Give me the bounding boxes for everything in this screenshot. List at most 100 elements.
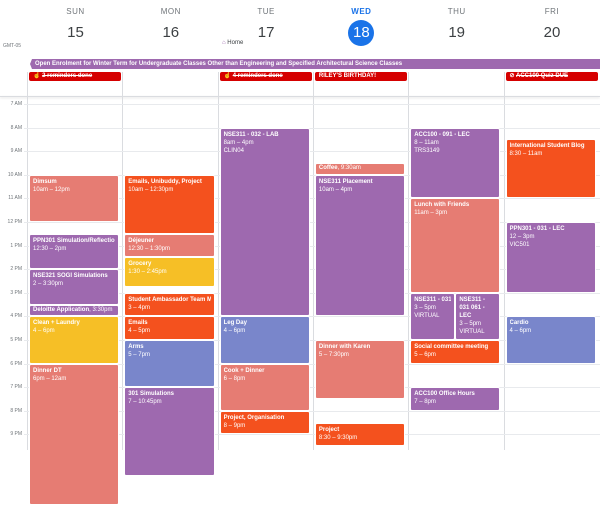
timezone-label: GMT-05 — [3, 43, 22, 49]
event-title: Dinner DT — [33, 367, 62, 374]
calendar-event[interactable]: Emails, Unibuddy, Project 10am – 12:30pm — [124, 174, 215, 234]
hour-gridline — [24, 316, 600, 318]
calendar-event[interactable]: NSE311 Placement 10am – 4pm — [314, 174, 406, 317]
all-day-separator — [0, 96, 600, 97]
all-day-event[interactable]: RILEY'S BIRTHDAY! — [314, 72, 407, 81]
event-title: Coffee — [318, 165, 338, 171]
all-day-event[interactable]: ☝ 2 reminders done — [29, 72, 121, 81]
day-number[interactable]: 18 — [348, 20, 375, 46]
calendar-event[interactable]: ACC100 Office Hours 7 – 8pm — [410, 387, 501, 411]
event-time: 8:30 – 9:30pm — [318, 434, 358, 441]
event-title: Deloitte Application — [33, 306, 90, 313]
day-name: MON — [160, 7, 181, 16]
day-number[interactable]: 16 — [162, 24, 180, 41]
calendar-event[interactable]: NSE311 - 032 - LAB 8am – 4pm CLIN04 — [219, 127, 310, 317]
day-header-wed[interactable]: WED 18 — [314, 0, 409, 46]
hour-label: 2 PM — [10, 266, 22, 273]
all-day-event-title: ACC100 Quiz DUE — [515, 73, 568, 79]
day-header-fri[interactable]: FRI 20 — [505, 0, 600, 46]
calendar-event[interactable]: Arms 5 – 7pm — [124, 340, 215, 388]
hour-gridline — [24, 269, 600, 271]
day-header-thu[interactable]: THU 19 — [409, 0, 504, 46]
event-time: 4 – 6pm — [223, 328, 246, 335]
calendar-event[interactable]: Dinner DT 6pm – 12am — [29, 363, 120, 505]
calendar-event[interactable]: Cook + Dinner 6 – 8pm — [219, 363, 310, 411]
calendar-event[interactable]: PPN301 Simulation/Reflection 12:30 – 2pm — [29, 233, 120, 270]
event-title: ACC100 Office Hours — [414, 391, 475, 398]
calendar-event[interactable]: Cardio 4 – 6pm — [505, 316, 596, 364]
hour-label: 9 PM — [10, 431, 22, 438]
calendar-event[interactable]: Deloitte Application, 3:30pm — [29, 304, 120, 317]
event-time: 4 – 6pm — [509, 328, 532, 335]
calendar-event[interactable]: 301 Simulations 7 – 10:45pm — [124, 387, 215, 476]
event-time: 12:30 – 1:30pm — [128, 245, 170, 252]
event-time: 6pm – 12am — [33, 375, 67, 382]
event-time: 10am – 4pm — [318, 186, 353, 193]
calendar-event[interactable]: Lunch with Friends 11am – 3pm — [410, 198, 501, 293]
day-name: WED — [351, 7, 372, 16]
event-time: 8am – 4pm — [223, 139, 254, 146]
calendar-event[interactable]: Dinner with Karen 5 – 7:30pm — [314, 340, 406, 399]
calendar-event[interactable]: Coffee, 9:30am — [314, 163, 406, 175]
calendar-event[interactable]: Dimsum 10am – 12pm — [29, 174, 120, 222]
calendar-event[interactable]: Project, Organisation 8 – 9pm — [219, 410, 310, 435]
calendar-event[interactable]: Déjeuner 12:30 – 1:30pm — [124, 233, 215, 258]
calendar-event[interactable]: Emails 4 – 5pm — [124, 316, 215, 340]
hour-label: 4 PM — [10, 313, 22, 320]
day-number[interactable]: 15 — [67, 24, 84, 41]
day-header-tue[interactable]: TUE 17 — [219, 0, 314, 46]
event-title: Dinner with Karen — [318, 344, 371, 350]
event-time: 4 – 5pm — [128, 328, 150, 335]
event-time: 4 – 6pm — [33, 328, 55, 335]
event-title: NSE311 - 032 - LAB — [223, 131, 279, 138]
hour-label: 7 AM — [10, 101, 22, 107]
all-day-event-title: RILEY'S BIRTHDAY! — [318, 73, 377, 79]
calendar-event[interactable]: NSE321 SOGI Simulations 2 – 3:30pm — [29, 269, 120, 305]
day-header-mon[interactable]: MON 16 — [123, 0, 218, 46]
hour-label: 10 AM — [7, 171, 22, 178]
day-divider — [217, 72, 219, 450]
day-number[interactable]: 19 — [448, 24, 466, 41]
calendar-event[interactable]: Project 8:30 – 9:30pm — [314, 422, 406, 447]
event-time: 8:30 – 11am — [509, 151, 543, 158]
calendar-event[interactable]: Clean + Laundry 4 – 6pm — [29, 316, 120, 364]
day-divider — [27, 72, 28, 450]
event-time: 3:30pm — [92, 306, 113, 313]
working-location-label: Home — [227, 40, 244, 46]
event-location: VIC501 — [509, 242, 530, 248]
hour-label: 9 AM — [10, 148, 22, 155]
all-day-event-title: 4 reminders done — [232, 73, 283, 79]
event-title: International Student Blog — [509, 143, 585, 150]
event-title: Grocery — [128, 261, 152, 268]
day-header-sun[interactable]: SUN 15 — [28, 0, 123, 46]
calendar-event[interactable]: Student Ambassador Team Meeting3 – 4pm — [124, 292, 215, 317]
calendar-event[interactable]: Social committee meeting 5 – 6pm — [410, 340, 501, 364]
event-title: Project — [318, 426, 340, 433]
calendar-event[interactable]: Grocery 1:30 – 2:45pm — [124, 257, 215, 287]
calendar-event[interactable]: ACC100 - 091 - LEC 8 – 11am TRS3149 — [410, 127, 501, 199]
all-day-event-banner[interactable]: Open Enrolment for Winter Term for Under… — [30, 59, 600, 69]
day-divider — [312, 72, 314, 450]
all-day-event[interactable]: ☝ 4 reminders done — [219, 72, 312, 81]
hand-icon: ☝ — [33, 73, 43, 79]
event-title: ACC100 - 091 - LEC — [414, 131, 470, 138]
event-time: 3 – 5pm — [459, 320, 482, 327]
event-title: NSE311 - 031 - LEC — [414, 296, 452, 303]
calendar-event[interactable]: International Student Blog 8:30 – 11am — [505, 139, 596, 199]
day-number[interactable]: 17 — [257, 24, 275, 41]
event-time: 10am – 12pm — [33, 186, 70, 193]
event-time: 3 – 4pm — [128, 304, 150, 311]
day-number[interactable]: 20 — [543, 24, 561, 41]
calendar-event[interactable]: Leg Day 4 – 6pm — [219, 316, 310, 364]
day-divider — [122, 72, 124, 450]
all-day-event[interactable]: ⊘ ACC100 Quiz DUE — [505, 72, 598, 81]
calendar-event[interactable]: NSE311 - 031 061 - LEC 3 – 5pm VIRTUAL — [455, 292, 501, 340]
hour-gridline — [24, 292, 600, 294]
event-title: Emails — [128, 320, 148, 327]
calendar-event[interactable]: PPN301 - 031 - LEC 12 – 3pm VIC501 — [505, 222, 596, 293]
event-title: Student Ambassador Team Meeting — [128, 296, 210, 303]
event-title: Cook + Dinner — [223, 367, 265, 374]
event-time: 9:30am — [340, 165, 361, 171]
working-location[interactable]: ⌂ Home — [222, 40, 243, 46]
